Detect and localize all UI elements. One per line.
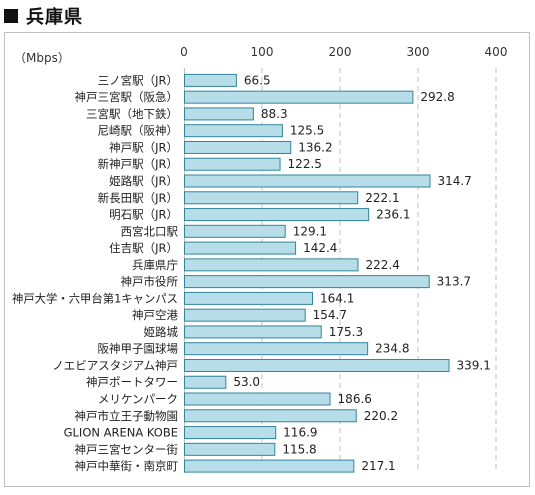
- chart-heading: 兵庫県: [4, 3, 83, 29]
- data-label: 142.4: [303, 241, 337, 255]
- category-label: 西宮北口駅: [121, 224, 179, 238]
- bar: [184, 275, 430, 289]
- category-label: 神戸市役所: [121, 275, 179, 289]
- bar: [184, 392, 331, 406]
- data-label: 217.1: [361, 459, 395, 473]
- data-label: 125.5: [290, 124, 324, 138]
- data-label: 234.8: [375, 342, 409, 356]
- data-label: 222.1: [365, 191, 399, 205]
- x-tick-labels: 0 100 200 300 400: [180, 45, 507, 59]
- data-label: 220.2: [364, 409, 398, 423]
- bar: [184, 73, 237, 87]
- unit-label: （Mbps）: [14, 51, 70, 65]
- category-label: 神戸駅（JR）: [109, 140, 178, 154]
- category-label: 神戸中華街・南京町: [75, 459, 179, 473]
- bar: [184, 442, 276, 456]
- bar: [184, 208, 370, 222]
- category-label: 姫路城: [144, 325, 179, 339]
- category-label: 神戸三宮駅（阪急）: [75, 90, 179, 104]
- bar: [184, 140, 292, 154]
- data-label: 115.8: [282, 442, 316, 456]
- data-label: 186.6: [338, 392, 372, 406]
- x-tick-label: 0: [180, 45, 188, 59]
- data-label: 236.1: [376, 208, 410, 222]
- data-label: 164.1: [320, 291, 354, 305]
- bar: [184, 342, 369, 356]
- bar: [184, 358, 450, 372]
- category-label: 新長田駅（JR）: [98, 191, 178, 205]
- bar: [184, 90, 414, 104]
- bar: [184, 157, 281, 171]
- category-label: GLION ARENA KOBE: [64, 426, 178, 440]
- data-label: 339.1: [456, 358, 490, 372]
- data-label: 129.1: [293, 224, 327, 238]
- bar: [184, 124, 283, 138]
- category-label: ノエビアスタジアム神戸: [52, 358, 178, 372]
- category-label: 阪神甲子園球場: [98, 342, 179, 356]
- data-label: 292.8: [420, 90, 454, 104]
- data-label: 136.2: [298, 140, 332, 154]
- bar: [184, 426, 277, 440]
- data-label: 53.0: [233, 375, 260, 389]
- bar: [184, 107, 254, 121]
- bar: [184, 291, 313, 305]
- category-label: 姫路駅（JR）: [109, 174, 178, 188]
- x-tick-label: 200: [329, 45, 352, 59]
- category-label: 新神戸駅（JR）: [98, 157, 178, 171]
- bar: [184, 308, 306, 322]
- data-label: 222.4: [365, 258, 399, 272]
- x-tick-label: 100: [251, 45, 274, 59]
- bar: [184, 174, 431, 188]
- bar: [184, 191, 359, 205]
- category-label: 神戸大学・六甲台第1キャンパス: [12, 291, 178, 305]
- category-label: 兵庫県庁: [132, 258, 178, 272]
- category-label: 三ノ宮駅（JR）: [98, 73, 178, 87]
- bar: [184, 224, 286, 238]
- x-tick-label: 400: [485, 45, 508, 59]
- data-label: 154.7: [313, 308, 347, 322]
- bar: [184, 241, 297, 255]
- data-label: 88.3: [261, 107, 288, 121]
- bar: [184, 459, 355, 473]
- bar: [184, 258, 359, 272]
- heading-square-icon: [4, 9, 18, 23]
- category-labels: 三ノ宮駅（JR） 神戸三宮駅（阪急） 三宮駅（地下鉄） 尼崎駅（阪神） 神戸駅（JR） 新…: [12, 73, 178, 473]
- category-label: 神戸空港: [132, 308, 178, 322]
- bar: [184, 375, 227, 389]
- x-tick-label: 300: [407, 45, 430, 59]
- data-label: 313.7: [437, 275, 471, 289]
- category-label: 神戸ポートタワー: [86, 375, 178, 389]
- category-label: 住吉駅（JR）: [109, 241, 178, 255]
- category-label: 神戸三宮センター街: [75, 442, 179, 456]
- category-label: メリケンパーク: [98, 392, 178, 406]
- category-label: 明石駅（JR）: [109, 208, 178, 222]
- bar: [184, 325, 322, 339]
- bar: [184, 409, 357, 423]
- bars: [184, 73, 450, 473]
- category-label: 三宮駅（地下鉄）: [86, 107, 178, 121]
- data-label: 175.3: [329, 325, 363, 339]
- data-label: 116.9: [283, 426, 317, 440]
- chart-title: 兵庫県: [26, 7, 83, 28]
- category-label: 尼崎駅（阪神）: [98, 124, 179, 138]
- data-label: 66.5: [244, 73, 271, 87]
- category-label: 神戸市立王子動物園: [75, 409, 179, 423]
- data-label: 122.5: [288, 157, 322, 171]
- data-label: 314.7: [437, 174, 471, 188]
